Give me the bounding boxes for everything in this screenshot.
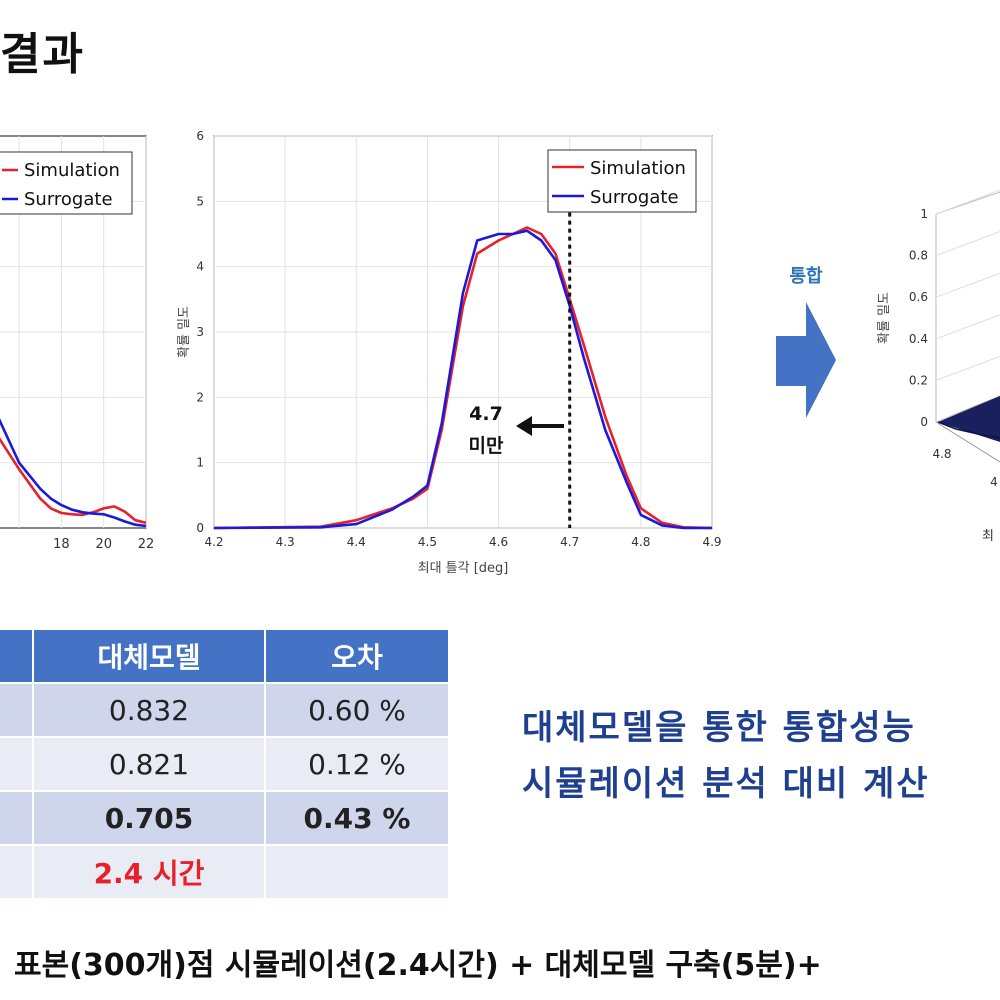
surface-z-tick: 0 [920, 415, 928, 429]
table-row: 0.705 0.43 % [0, 790, 450, 846]
left-chart-xticks: 18 20 22 [53, 537, 154, 552]
left-surrogate-line [0, 418, 147, 528]
left-legend-simulation: Simulation [24, 160, 120, 181]
surface-x-axis [935, 421, 1000, 463]
page-heading: 결과 [0, 29, 85, 80]
left-legend-box [0, 151, 133, 215]
surface-z-tick: 0.4 [909, 332, 928, 346]
middle-chart-yticks: 0 1 2 3 4 5 6 [196, 129, 204, 535]
surface-z-gridlines [935, 190, 1000, 423]
middle-y-tick: 2 [196, 390, 204, 404]
table-cell-cut [0, 736, 34, 792]
table-cell-model-time: 2.4 시간 [32, 844, 266, 900]
surface-y-axis-label: 확률 밀도 [877, 292, 892, 344]
surrogate-series-line [213, 229, 712, 530]
middle-chart-lines [213, 226, 713, 530]
table-cell-cut [0, 844, 34, 900]
middle-y-tick: 6 [196, 129, 204, 143]
left-x-tick: 20 [95, 537, 112, 552]
surface-z-gridline [935, 190, 1000, 215]
middle-y-axis-label: 확률 밀도 [177, 306, 192, 358]
surface-edge [937, 421, 1000, 439]
merge-arrow-icon [776, 302, 836, 418]
threshold-arrow-head [516, 416, 532, 436]
surface-mesh [938, 396, 1000, 442]
left-x-tick: 22 [138, 537, 155, 552]
surface-z-gridline [935, 231, 1000, 257]
middle-x-tick: 4.8 [631, 535, 650, 549]
surface-box [935, 191, 1000, 423]
middle-y-tick: 3 [196, 325, 204, 339]
merge-label: 통합 [789, 266, 823, 287]
surface-z-tick: 0.6 [909, 290, 928, 304]
surface-chart: 0 0.2 0.4 0.6 0.8 1 4.8 4 최 확률 밀도 [877, 190, 1000, 544]
middle-y-tick: 0 [196, 521, 204, 535]
summary-line-2: 시뮬레이션 분석 대비 계산 [522, 764, 930, 804]
left-simulation-line [0, 437, 147, 525]
table-cell-error: 0.12 % [264, 736, 450, 792]
middle-x-tick: 4.9 [702, 535, 721, 549]
table-header-model: 대체모델 [32, 628, 266, 684]
table-header-error: 오차 [264, 628, 450, 684]
table-row: 0.832 0.60 % [0, 682, 450, 738]
surface-z-tick: 0.8 [909, 249, 928, 263]
surface-z-tick: 1 [920, 207, 928, 221]
left-chart: 18 20 22 Simulation Surrogate [0, 135, 154, 552]
table-cell-model: 0.705 [32, 790, 266, 846]
left-x-tick: 18 [53, 537, 70, 552]
surface-z-tick: 0.2 [909, 373, 928, 387]
middle-legend-simulation: Simulation [590, 158, 686, 179]
left-chart-legend: Simulation Surrogate [0, 151, 133, 215]
middle-legend-surrogate: Surrogate [590, 187, 679, 208]
table-cell-cut [0, 682, 34, 738]
surface-z-gridline [935, 355, 1000, 381]
results-table: 대체모델 오차 0.832 0.60 % 0.821 0.12 % 0.705 … [0, 628, 450, 900]
middle-x-tick: 4.4 [347, 535, 366, 549]
middle-x-axis-label: 최대 틀각 [deg] [418, 561, 509, 576]
middle-y-tick: 5 [196, 194, 204, 208]
middle-x-tick: 4.3 [276, 535, 295, 549]
middle-chart-xticks: 4.2 4.3 4.4 4.5 4.6 4.7 4.8 4.9 [204, 535, 721, 549]
middle-x-tick: 4.5 [418, 535, 437, 549]
middle-y-tick: 4 [196, 260, 204, 274]
threshold-label-value: 4.7 [469, 403, 503, 425]
middle-legend-box [547, 149, 697, 213]
middle-x-tick: 4.7 [560, 535, 579, 549]
table-header-cut [0, 628, 34, 684]
table-cell-error: 0.43 % [264, 790, 450, 846]
middle-chart-legend: Simulation Surrogate [547, 149, 697, 213]
middle-x-tick: 4.2 [204, 535, 223, 549]
surface-z-gridline [935, 272, 1000, 298]
table-cell-model: 0.821 [32, 736, 266, 792]
table-cell-model: 0.832 [32, 682, 266, 738]
table-cell-error [264, 844, 450, 900]
surface-x-tick-1: 4 [990, 475, 998, 489]
left-legend-surrogate: Surrogate [24, 189, 113, 210]
surface-x-axis-label: 최 [982, 529, 994, 544]
surface-z-gridline [935, 314, 1000, 340]
threshold-label-text: 미만 [469, 435, 504, 457]
middle-x-tick: 4.6 [489, 535, 508, 549]
middle-y-tick: 1 [196, 456, 204, 470]
table-row: 0.821 0.12 % [0, 736, 450, 792]
surface-x-tick-0: 4.8 [932, 447, 951, 461]
surface-z-ticks: 0 0.2 0.4 0.6 0.8 1 [909, 207, 928, 429]
summary-text: 대체모델을 통한 통합성능 시뮬레이션 분석 대비 계산 [522, 700, 930, 812]
summary-line-1: 대체모델을 통한 통합성능 [522, 708, 916, 748]
table-row: 2.4 시간 [0, 844, 450, 900]
bottom-summary: 표본(300개)점 시뮬레이션(2.4시간) + 대체모델 구축(5분)+ [14, 948, 822, 983]
table-header-row: 대체모델 오차 [0, 628, 450, 684]
threshold-annotation: 4.7 미만 [469, 403, 564, 457]
table-cell-error: 0.60 % [264, 682, 450, 738]
table-cell-cut [0, 790, 34, 846]
left-chart-lines [0, 418, 147, 528]
